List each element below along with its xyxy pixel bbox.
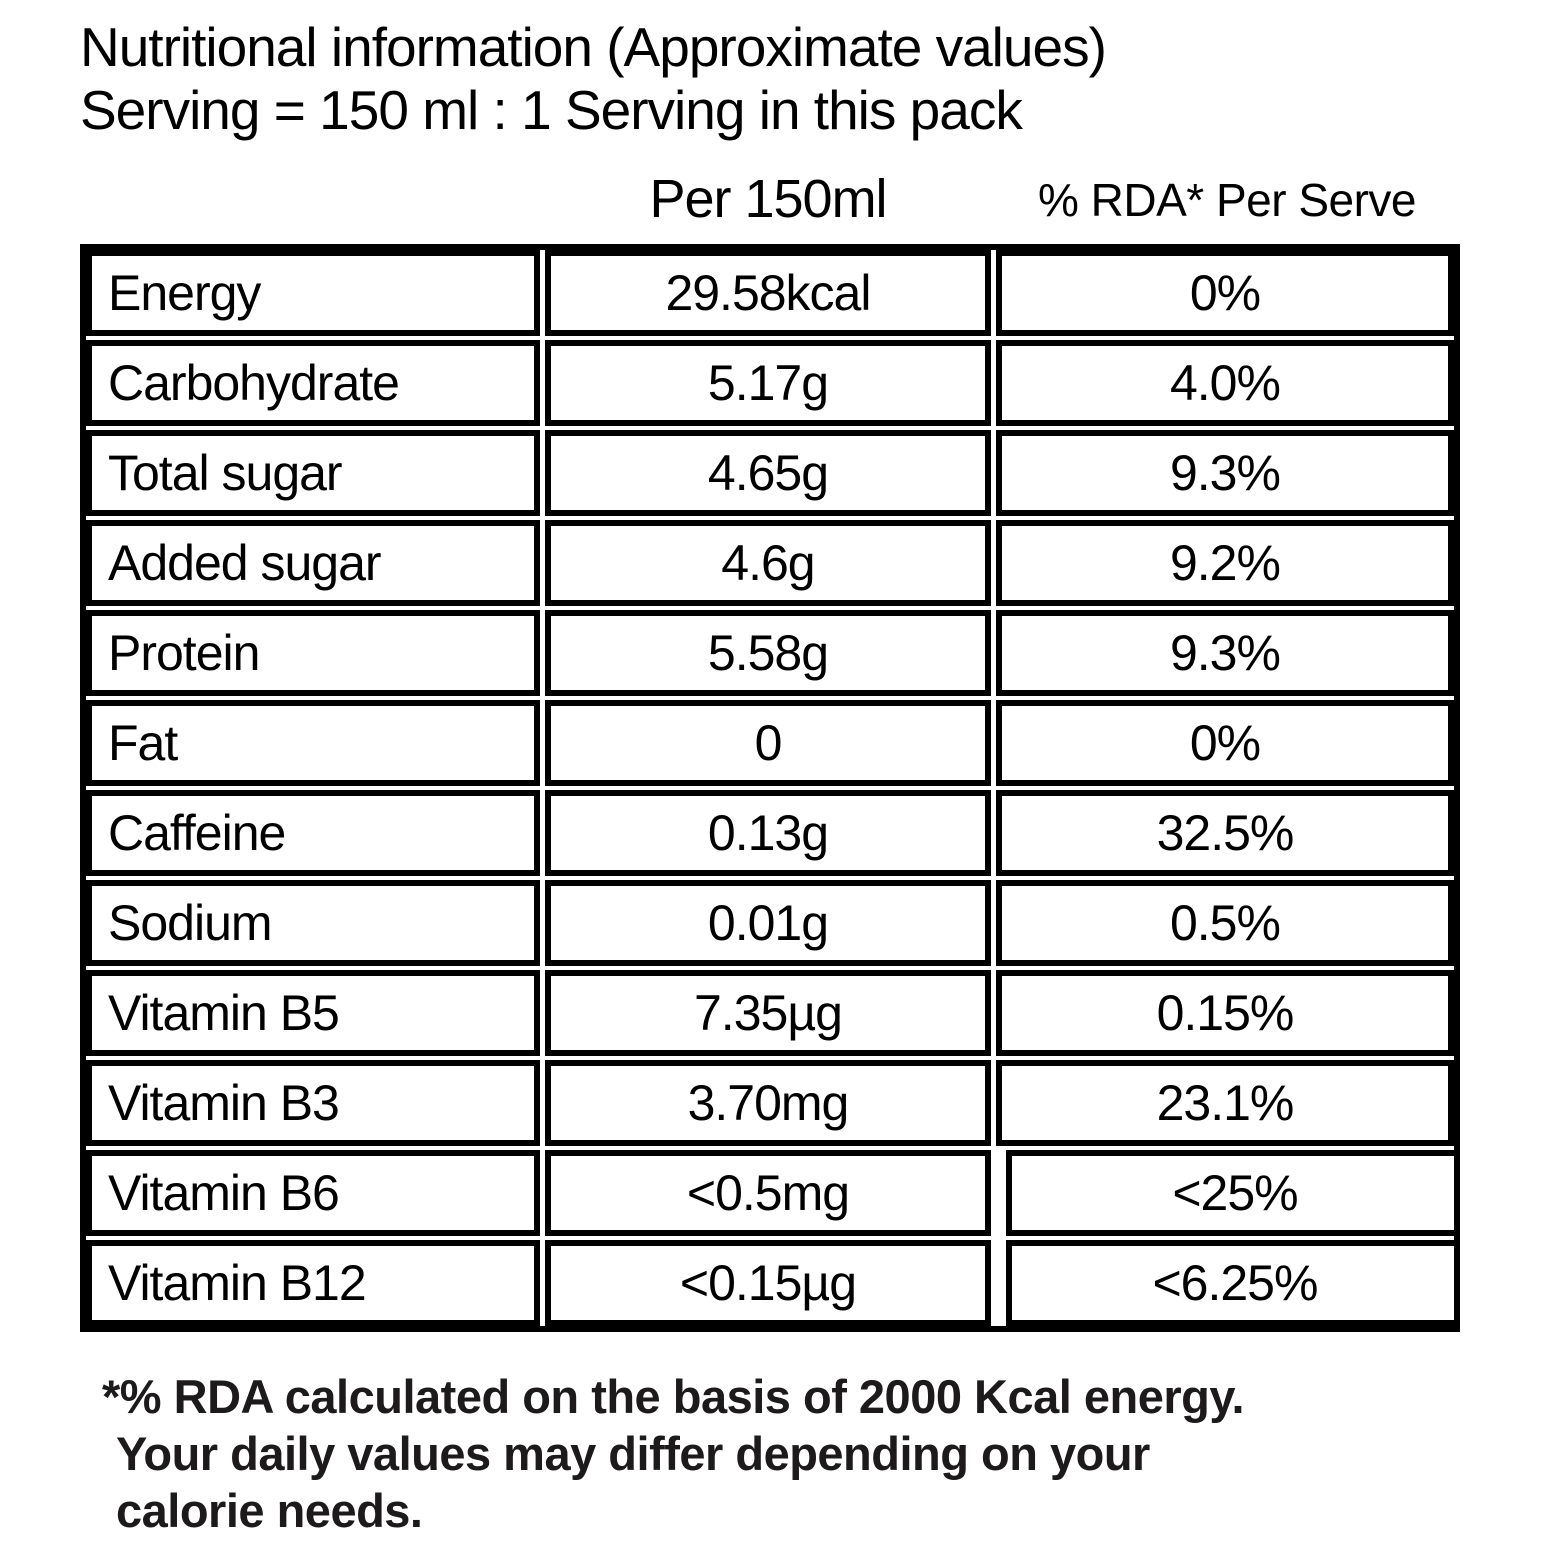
rda-footnote: *% RDA calculated on the basis of 2000 K… bbox=[80, 1368, 1563, 1539]
rda-value: 23.1% bbox=[995, 1060, 1454, 1146]
rda-value: 0% bbox=[995, 250, 1454, 336]
nutrient-name: Added sugar bbox=[86, 520, 540, 606]
table-row-energy: Energy 29.58kcal 0% bbox=[86, 250, 1454, 336]
nutrient-name: Vitamin B12 bbox=[86, 1240, 540, 1326]
nutrient-name: Sodium bbox=[86, 880, 540, 966]
nutrient-name: Fat bbox=[86, 700, 540, 786]
table-row-carbohydrate: Carbohydrate 5.17g 4.0% bbox=[86, 340, 1454, 426]
table-row-caffeine: Caffeine 0.13g 32.5% bbox=[86, 790, 1454, 876]
footnote-line-3: calorie needs. bbox=[116, 1484, 423, 1537]
footnote-line-2: Your daily values may differ depending o… bbox=[116, 1427, 1150, 1480]
rda-value: <25% bbox=[1005, 1150, 1454, 1236]
table-row-vitamin-b3: Vitamin B3 3.70mg 23.1% bbox=[86, 1060, 1454, 1146]
footnote-line-1: *% RDA calculated on the basis of 2000 K… bbox=[102, 1370, 1245, 1423]
page-title: Nutritional information (Approximate val… bbox=[80, 16, 1107, 78]
table-row-sodium: Sodium 0.01g 0.5% bbox=[86, 880, 1454, 966]
table-row-vitamin-b5: Vitamin B5 7.35µg 0.15% bbox=[86, 970, 1454, 1056]
column-header-per-150ml: Per 150ml bbox=[649, 169, 887, 229]
rda-value: <6.25% bbox=[1005, 1240, 1454, 1326]
rda-value: 0.15% bbox=[995, 970, 1454, 1056]
table-row-total-sugar: Total sugar 4.65g 9.3% bbox=[86, 430, 1454, 516]
table-row-vitamin-b12: Vitamin B12 <0.15µg <6.25% bbox=[86, 1240, 1454, 1326]
nutrient-name: Vitamin B6 bbox=[86, 1150, 540, 1236]
rda-value: 32.5% bbox=[995, 790, 1454, 876]
per-150ml-value: 4.6g bbox=[545, 520, 991, 606]
per-150ml-value: 7.35µg bbox=[545, 970, 991, 1056]
rda-value: 0% bbox=[995, 700, 1454, 786]
per-150ml-value: 29.58kcal bbox=[545, 250, 991, 336]
nutrient-name: Caffeine bbox=[86, 790, 540, 876]
column-header-rda: % RDA* Per Serve bbox=[1037, 174, 1417, 226]
nutrient-name: Carbohydrate bbox=[86, 340, 540, 426]
nutrient-name: Total sugar bbox=[86, 430, 540, 516]
nutrition-table: Energy 29.58kcal 0% Carbohydrate 5.17g 4… bbox=[86, 250, 1454, 1326]
nutrient-name: Vitamin B5 bbox=[86, 970, 540, 1056]
nutrient-name: Vitamin B3 bbox=[86, 1060, 540, 1146]
rda-value: 9.2% bbox=[995, 520, 1454, 606]
title-block: Nutritional information (Approximate val… bbox=[80, 16, 1563, 142]
nutrient-name: Protein bbox=[86, 610, 540, 696]
nutrient-name: Energy bbox=[86, 250, 540, 336]
per-150ml-value: <0.5mg bbox=[545, 1150, 991, 1236]
serving-info: Serving = 150 ml : 1 Serving in this pac… bbox=[80, 79, 1023, 141]
per-150ml-value: 0.13g bbox=[545, 790, 991, 876]
per-150ml-value: 5.58g bbox=[545, 610, 991, 696]
column-headers: Per 150ml % RDA* Per Serve bbox=[80, 168, 1460, 230]
rda-value: 9.3% bbox=[995, 610, 1454, 696]
table-row-vitamin-b6: Vitamin B6 <0.5mg <25% bbox=[86, 1150, 1454, 1236]
per-150ml-value: 0.01g bbox=[545, 880, 991, 966]
table-row-added-sugar: Added sugar 4.6g 9.2% bbox=[86, 520, 1454, 606]
per-150ml-value: 5.17g bbox=[545, 340, 991, 426]
table-row-protein: Protein 5.58g 9.3% bbox=[86, 610, 1454, 696]
rda-value: 4.0% bbox=[995, 340, 1454, 426]
table-row-fat: Fat 0 0% bbox=[86, 700, 1454, 786]
nutrition-table-border: Energy 29.58kcal 0% Carbohydrate 5.17g 4… bbox=[80, 244, 1460, 1332]
per-150ml-value: <0.15µg bbox=[545, 1240, 991, 1326]
per-150ml-value: 0 bbox=[545, 700, 991, 786]
rda-value: 9.3% bbox=[995, 430, 1454, 516]
per-150ml-value: 3.70mg bbox=[545, 1060, 991, 1146]
per-150ml-value: 4.65g bbox=[545, 430, 991, 516]
rda-value: 0.5% bbox=[995, 880, 1454, 966]
